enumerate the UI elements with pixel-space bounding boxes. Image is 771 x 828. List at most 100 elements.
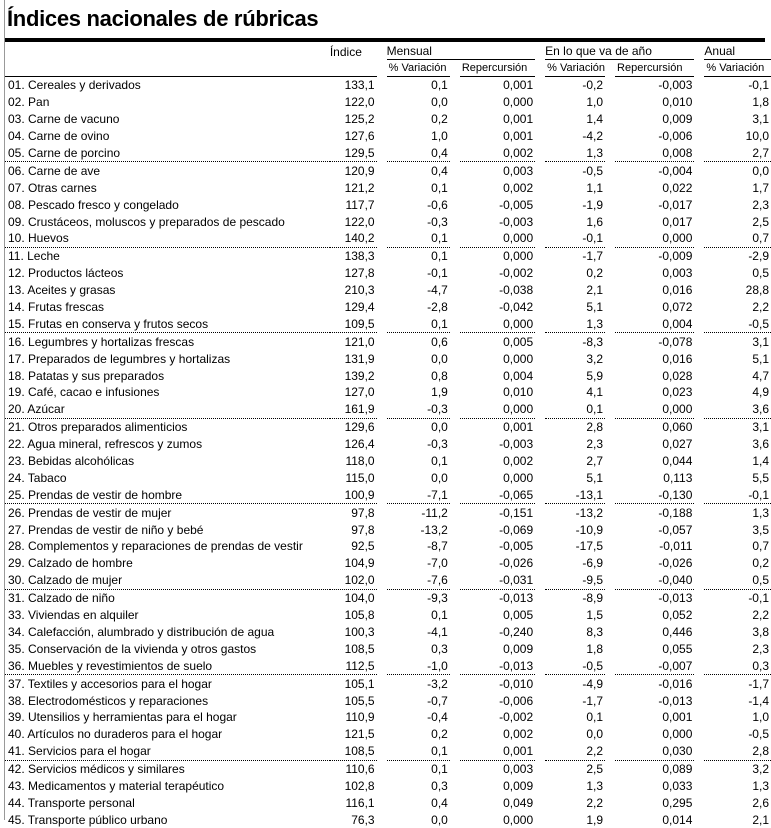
anual-variacion: 2,8 <box>704 743 771 761</box>
table-row: 01. Cereales y derivados 133,1 0,1 0,001 -0,… <box>5 77 771 94</box>
mensual-repercusion: 0,000 <box>503 249 534 264</box>
ano-repercusion: 0,000 <box>615 401 695 419</box>
anual-variacion: 2,3 <box>752 641 769 656</box>
ano-variacion: -0,5 <box>545 657 606 676</box>
mensual-repercusion: 0,000 <box>459 401 536 419</box>
ano-variacion: -6,9 <box>582 556 604 571</box>
mensual-variacion: 0,1 <box>431 78 448 93</box>
indice: 122,0 <box>344 95 375 110</box>
rubrica-label: 04. Carne de ovino <box>8 129 110 144</box>
ano-repercusion: 0,008 <box>615 145 695 163</box>
mensual-variacion: 0,4 <box>431 163 448 178</box>
table-row: 10. Huevos 140,2 0,1 0,000 -0,1 0,000 0,7 <box>5 230 771 248</box>
rubrica-label: 18. Patatas y sus preparados <box>8 368 165 383</box>
anual-variacion: 3,6 <box>752 437 769 452</box>
ano-repercusion: 0,017 <box>662 214 693 229</box>
anual-variacion: -0,5 <box>704 315 771 334</box>
indice: 115,0 <box>345 470 375 485</box>
ano-variacion: 0,0 <box>586 727 604 742</box>
anual-variacion: 2,7 <box>704 145 771 163</box>
ano-variacion: 1,8 <box>586 641 604 656</box>
mensual-repercusion: 0,001 <box>503 112 534 127</box>
ano-variacion: 2,3 <box>586 437 604 452</box>
rubrica-label: 07. Otras carnes <box>8 180 97 195</box>
ano-repercusion: -0,040 <box>615 572 695 590</box>
table-row: 29. Calzado de hombre 104,9 -7,0 -0,026 -6,9… <box>5 555 771 572</box>
ano-variacion: 5,1 <box>586 470 604 485</box>
mensual-repercusion: -0,026 <box>499 556 534 571</box>
ano-variacion: -1,7 <box>582 249 604 264</box>
table-row: 07. Otras carnes 121,2 0,1 0,002 1,1 0,022 1,7 <box>5 179 771 196</box>
rubrica-label: 12. Productos lácteos <box>8 266 124 281</box>
ano-repercusion: 0,000 <box>615 230 695 248</box>
rubrica-label: 37. Textiles y accesorios para el hogar <box>8 676 212 691</box>
table-row: 24. Tabaco 115,0 0,0 0,000 5,1 0,113 5,5 <box>5 469 771 486</box>
ano-variacion: -1,9 <box>582 197 604 212</box>
rubrica-label: 10. Huevos <box>5 230 330 248</box>
mensual-repercusion: -0,013 <box>499 591 534 606</box>
table-row: 19. Café, cacao e infusiones 127,0 1,9 0,01… <box>5 384 771 401</box>
ano-repercusion: -0,013 <box>658 693 693 708</box>
indice: 92,5 <box>351 539 375 554</box>
indice: 102,8 <box>344 778 375 793</box>
rubrica-label: 21. Otros preparados alimenticios <box>8 420 188 435</box>
anual-variacion: 1,3 <box>752 778 769 793</box>
indice: 210,3 <box>344 283 375 298</box>
indice: 122,0 <box>344 214 375 229</box>
ano-repercusion: -0,078 <box>658 334 693 349</box>
mensual-repercusion: -0,003 <box>499 214 534 229</box>
ano-repercusion: -0,057 <box>658 522 693 537</box>
mensual-variacion: 0,0 <box>431 470 448 485</box>
indice: 121,5 <box>344 727 375 742</box>
mensual-variacion: -0,1 <box>427 266 448 281</box>
indice: 100,9 <box>329 486 377 505</box>
anual-variacion: 3,6 <box>704 401 771 419</box>
ano-variacion: -9,5 <box>545 572 606 590</box>
table-row: 03. Carne de vacuno 125,2 0,2 0,001 1,4 0,009… <box>5 111 771 128</box>
header-mensual: Mensual <box>386 42 536 60</box>
table-row: 44. Transporte personal 116,1 0,4 0,049 2,2 0… <box>5 794 771 811</box>
mensual-variacion: 0,1 <box>431 454 448 469</box>
ano-repercusion: -0,009 <box>658 249 693 264</box>
table-row: 41. Servicios para el hogar 108,5 0,1 0,001… <box>5 743 771 761</box>
anual-variacion: 10,0 <box>745 129 769 144</box>
rubrica-label: 19. Café, cacao e infusiones <box>8 385 160 400</box>
ano-repercusion: 0,004 <box>615 315 695 334</box>
mensual-variacion: -0,7 <box>427 693 448 708</box>
mensual-repercusion: -0,013 <box>459 657 536 676</box>
anual-variacion: 3,1 <box>752 334 769 349</box>
mensual-variacion: -9,3 <box>427 591 448 606</box>
ano-variacion: 2,1 <box>586 283 604 298</box>
ano-variacion: -0,2 <box>582 78 604 93</box>
rubrica-label: 24. Tabaco <box>8 470 67 485</box>
table-row: 05. Carne de porcino 129,5 0,4 0,002 1,3 0,00… <box>5 145 771 163</box>
mensual-variacion: -7,1 <box>386 486 450 505</box>
table-row: 34. Calefacción, alumbrado y distribució… <box>5 624 771 641</box>
anual-variacion: 0,7 <box>752 539 769 554</box>
indice: 117,7 <box>345 197 375 212</box>
indice: 100,3 <box>344 624 375 639</box>
mensual-variacion: 0,6 <box>431 334 448 349</box>
indice: 133,1 <box>344 78 375 93</box>
mensual-variacion: 0,1 <box>431 249 448 264</box>
ano-variacion: -1,7 <box>582 693 604 708</box>
mensual-variacion: 0,4 <box>431 795 448 810</box>
ano-variacion: -17,5 <box>575 539 604 554</box>
indice: 127,0 <box>344 385 375 400</box>
mensual-variacion: 0,2 <box>431 112 448 127</box>
rubrica-label: 11. Leche <box>8 249 60 264</box>
rubrica-label: 02. Pan <box>8 95 50 110</box>
mensual-variacion: 0,1 <box>386 230 450 248</box>
mensual-repercusion: 0,004 <box>503 368 534 383</box>
mensual-variacion: -2,8 <box>427 300 448 315</box>
ano-variacion: 2,2 <box>586 795 604 810</box>
ano-repercusion: 0,009 <box>662 112 693 127</box>
table-row: 09. Crustáceos, moluscos y preparados de… <box>5 213 771 230</box>
mensual-repercusion: -0,065 <box>459 486 536 505</box>
indice: 121,2 <box>344 180 375 195</box>
rubrica-label: 41. Servicios para el hogar <box>5 743 330 761</box>
rubrica-label: 31. Calzado de niño <box>8 591 115 606</box>
table-row: 12. Productos lácteos 127,8 -0,1 -0,002 0,2 0… <box>5 265 771 282</box>
indice: 118,0 <box>345 454 375 469</box>
anual-variacion: 3,2 <box>752 762 769 777</box>
